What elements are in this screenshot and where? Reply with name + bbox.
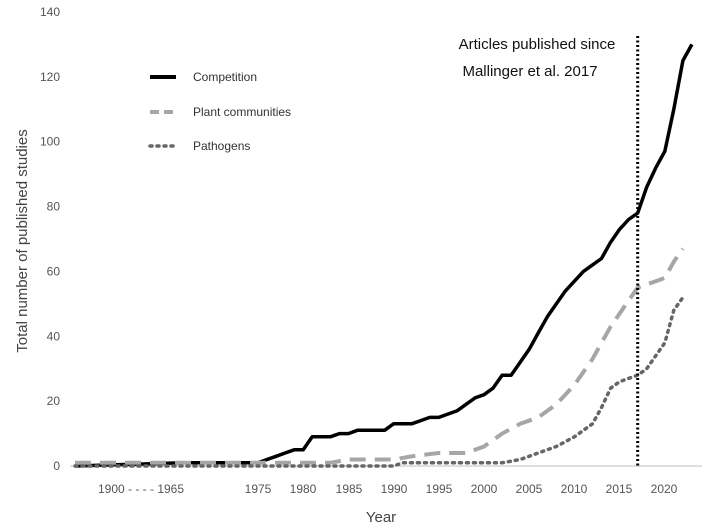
- x-tick-label: 1980: [290, 482, 317, 496]
- y-tick-label: 20: [47, 394, 61, 408]
- x-tick-label: 1995: [426, 482, 453, 496]
- series-line-pathogens: [73, 295, 685, 468]
- x-tick-label: 2000: [471, 482, 498, 496]
- y-tick-label: 80: [47, 200, 61, 214]
- x-tick-label: 2010: [561, 482, 588, 496]
- x-tick-label: 1900 - - - - 1965: [98, 482, 184, 496]
- series-line-competition: [74, 43, 694, 468]
- legend-label-plant-communities: Plant communities: [193, 105, 291, 119]
- y-tick-label: 60: [47, 264, 61, 278]
- x-tick-label: 1990: [381, 482, 408, 496]
- x-tick-label: 2005: [516, 482, 543, 496]
- series-layer: [73, 43, 694, 468]
- annotation-text-line-1: Articles published since: [459, 36, 616, 53]
- x-tick-label: 1985: [336, 482, 363, 496]
- legend: Competition Plant communities Pathogens: [148, 70, 291, 153]
- legend-label-competition: Competition: [193, 70, 257, 84]
- legend-label-pathogens: Pathogens: [193, 139, 250, 153]
- x-tick-label: 2020: [651, 482, 678, 496]
- annotation-text-line-2: Mallinger et al. 2017: [462, 63, 597, 80]
- y-tick-label: 120: [40, 70, 60, 84]
- y-tick-label: 40: [47, 329, 61, 343]
- x-tick-label: 1975: [245, 482, 272, 496]
- x-tick-label: 2015: [606, 482, 633, 496]
- y-axis-ticks: 0 20 40 60 80 100 120 140: [40, 5, 60, 473]
- x-axis-title: Year: [366, 509, 396, 526]
- y-tick-label: 0: [53, 459, 60, 473]
- y-axis-title: Total number of published studies: [14, 129, 31, 352]
- x-axis-ticks: 1900 - - - - 1965 1975 1980 1985 1990 1995 200…: [98, 482, 678, 496]
- y-tick-label: 100: [40, 135, 60, 149]
- y-tick-label: 140: [40, 5, 60, 19]
- series-line-plant-communities: [75, 247, 685, 465]
